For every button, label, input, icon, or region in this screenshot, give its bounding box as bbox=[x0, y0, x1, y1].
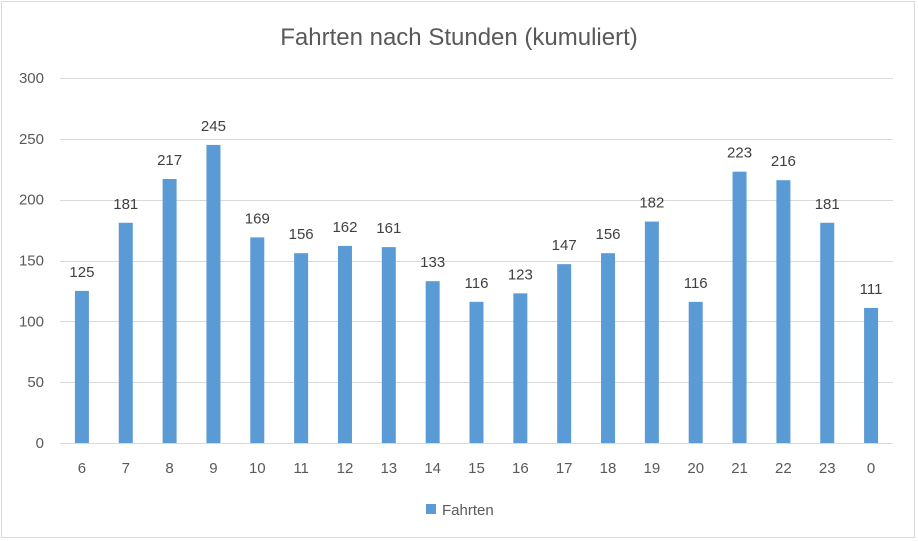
data-label-11: 156 bbox=[289, 226, 314, 243]
x-tick-label-18: 18 bbox=[600, 460, 617, 477]
bar-8 bbox=[162, 178, 177, 443]
x-tick-label-11: 11 bbox=[293, 460, 309, 477]
bar-16 bbox=[513, 293, 528, 443]
data-label-6: 125 bbox=[69, 264, 94, 281]
data-label-17: 147 bbox=[552, 237, 577, 254]
bar-14 bbox=[425, 281, 440, 443]
bar-20 bbox=[688, 301, 703, 443]
y-tick-label: 150 bbox=[19, 253, 44, 270]
data-label-7: 181 bbox=[113, 196, 138, 213]
y-tick-label: 200 bbox=[19, 192, 44, 209]
x-tick-label-8: 8 bbox=[165, 460, 173, 477]
data-label-19: 182 bbox=[639, 195, 664, 212]
x-tick-label-22: 22 bbox=[775, 460, 792, 477]
x-tick-label-12: 12 bbox=[337, 460, 354, 477]
data-label-20: 116 bbox=[684, 275, 708, 292]
x-tick-label-10: 10 bbox=[249, 460, 266, 477]
legend-label: Fahrten bbox=[442, 502, 494, 519]
legend-swatch bbox=[426, 504, 436, 514]
data-label-12: 162 bbox=[332, 219, 357, 236]
bar-21 bbox=[732, 171, 747, 443]
data-label-13: 161 bbox=[376, 220, 401, 237]
x-tick-label-20: 20 bbox=[687, 460, 704, 477]
x-axis-ticks: 6 7 8 9 10 11 12 13 14 15 16 17 18 19 20 21 22 23 0 bbox=[78, 460, 876, 477]
data-label-0: 111 bbox=[860, 281, 883, 298]
x-tick-label-23: 23 bbox=[819, 460, 836, 477]
bars bbox=[74, 144, 879, 443]
y-tick-label: 300 bbox=[19, 70, 44, 87]
y-tick-label: 0 bbox=[36, 435, 44, 452]
x-tick-label-15: 15 bbox=[468, 460, 485, 477]
y-axis-ticks: 0 50 100 150 200 250 300 bbox=[19, 70, 44, 452]
bar-13 bbox=[381, 247, 396, 443]
y-tick-label: 250 bbox=[19, 131, 44, 148]
gridlines bbox=[60, 78, 893, 444]
bar-6 bbox=[74, 290, 89, 443]
bar-23 bbox=[820, 222, 835, 443]
data-label-9: 245 bbox=[201, 118, 226, 135]
bar-19 bbox=[644, 221, 659, 443]
bar-17 bbox=[557, 264, 572, 443]
x-tick-label-9: 9 bbox=[209, 460, 217, 477]
data-label-23: 181 bbox=[815, 196, 840, 213]
bar-7 bbox=[118, 222, 133, 443]
x-tick-label-13: 13 bbox=[380, 460, 397, 477]
data-label-14: 133 bbox=[420, 254, 445, 271]
x-tick-label-16: 16 bbox=[512, 460, 529, 477]
bar-18 bbox=[601, 253, 616, 443]
chart-title: Fahrten nach Stunden (kumuliert) bbox=[280, 24, 638, 51]
bar-15 bbox=[469, 301, 484, 443]
bar-10 bbox=[250, 237, 265, 443]
bar-12 bbox=[337, 245, 352, 443]
x-tick-label-19: 19 bbox=[644, 460, 661, 477]
bar-0 bbox=[864, 307, 879, 443]
data-label-10: 169 bbox=[245, 210, 270, 227]
x-tick-label-17: 17 bbox=[556, 460, 573, 477]
data-label-18: 156 bbox=[596, 226, 621, 243]
data-label-21: 223 bbox=[727, 145, 752, 162]
x-tick-label-21: 21 bbox=[731, 460, 748, 477]
x-tick-label-14: 14 bbox=[424, 460, 441, 477]
data-labels: 125 181 217 245 169 156 162 161 133 116 123 147 156 1… bbox=[69, 118, 882, 298]
y-tick-label: 50 bbox=[27, 374, 44, 391]
x-tick-label-0: 0 bbox=[867, 460, 875, 477]
bar-11 bbox=[294, 253, 309, 443]
bar-9 bbox=[206, 144, 221, 443]
x-tick-label-7: 7 bbox=[122, 460, 130, 477]
y-tick-label: 100 bbox=[19, 313, 44, 330]
bar-22 bbox=[776, 180, 791, 443]
data-label-22: 216 bbox=[771, 153, 796, 170]
data-label-16: 123 bbox=[508, 266, 533, 283]
data-label-8: 217 bbox=[157, 152, 182, 169]
data-label-15: 116 bbox=[465, 275, 489, 292]
legend: Fahrten bbox=[426, 502, 494, 519]
x-tick-label-6: 6 bbox=[78, 460, 86, 477]
